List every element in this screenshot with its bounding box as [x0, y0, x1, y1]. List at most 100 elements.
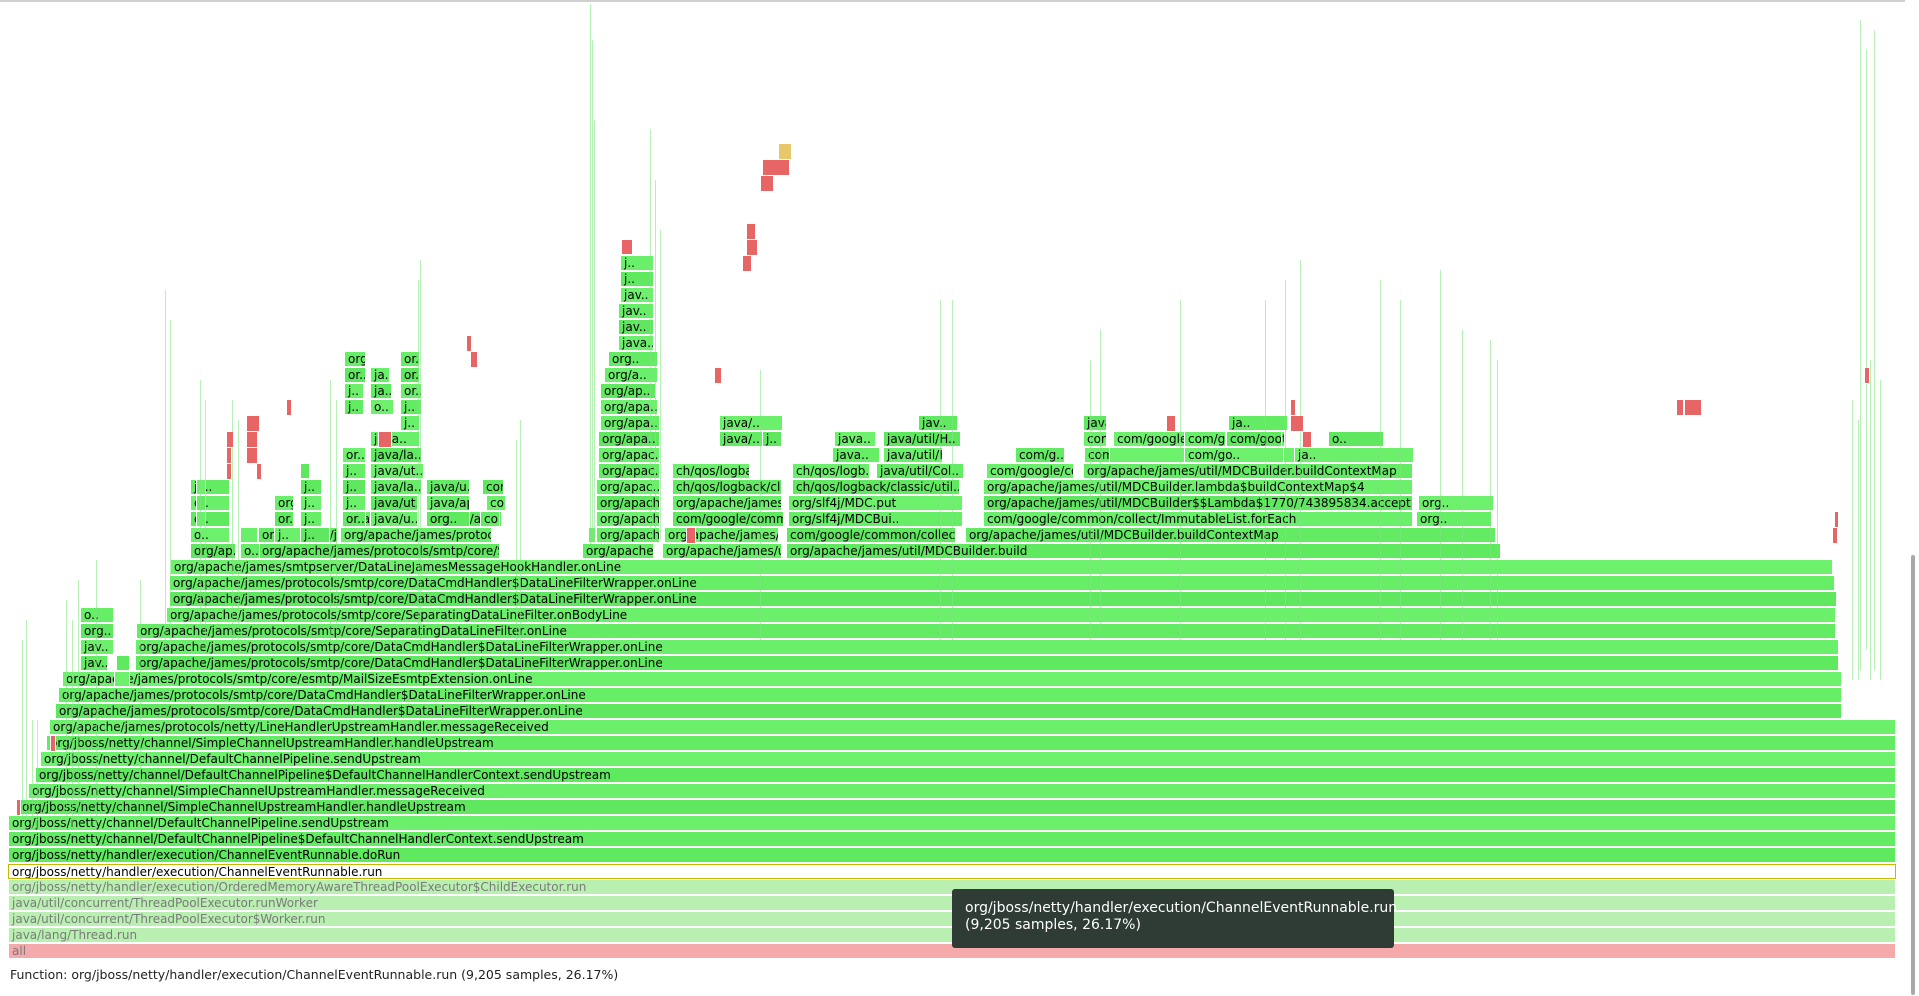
- flame-frame[interactable]: or..: [342, 512, 366, 527]
- flame-frame[interactable]: java..: [618, 336, 654, 351]
- flame-sliver[interactable]: [592, 40, 593, 540]
- flame-sliver[interactable]: [1100, 330, 1101, 630]
- flame-frame[interactable]: org/apache/james/protocols/smtp/core/Dat…: [58, 688, 1842, 703]
- vertical-scrollbar[interactable]: [1905, 0, 1919, 996]
- flame-frame-hot[interactable]: [1864, 368, 1870, 384]
- flame-frame-hot[interactable]: [1302, 432, 1312, 448]
- flame-frame[interactable]: org/apach..: [596, 496, 660, 511]
- flame-sliver[interactable]: [1880, 380, 1881, 680]
- flame-frame[interactable]: or..: [274, 512, 294, 527]
- flame-frame-hot[interactable]: [1832, 528, 1838, 544]
- flame-frame[interactable]: org/slf4j/MDCBui..: [788, 512, 963, 527]
- flame-sliver[interactable]: [1380, 280, 1381, 640]
- flame-frame[interactable]: org/apache/james/protocols/..: [340, 528, 492, 543]
- flame-frame[interactable]: org/apache/james/smtpserver/DataLineJame…: [170, 560, 1833, 575]
- flame-frame[interactable]: org/apach..: [596, 512, 660, 527]
- flame-frame[interactable]: java..: [832, 448, 880, 463]
- flame-sliver[interactable]: [940, 300, 941, 640]
- flame-frame[interactable]: org/apache..: [582, 544, 654, 559]
- flame-sliver[interactable]: [420, 260, 421, 640]
- flame-frame[interactable]: j..: [762, 432, 782, 447]
- flame-frame-hot[interactable]: [378, 432, 392, 448]
- flame-frame[interactable]: org/apache/james/protocols/smtp/core/Dat…: [55, 704, 1842, 719]
- flame-sliver[interactable]: [760, 370, 761, 640]
- flame-sliver[interactable]: [32, 720, 33, 830]
- flame-frame-hot[interactable]: [714, 368, 722, 384]
- flame-frame[interactable]: java/lang..: [1083, 416, 1107, 431]
- flame-frame-hot[interactable]: [256, 464, 262, 480]
- flame-frame[interactable]: org/jboss/netty/channel/DefaultChannelPi…: [8, 832, 1896, 847]
- flame-frame[interactable]: j..: [344, 384, 364, 399]
- flame-frame[interactable]: com/google/common/collect/Imm..: [986, 464, 1074, 479]
- flame-sliver[interactable]: [336, 400, 337, 640]
- flame-sliver[interactable]: [1300, 260, 1301, 640]
- flame-frame-hot[interactable]: [746, 240, 758, 256]
- flame-frame[interactable]: ja..: [370, 368, 390, 383]
- flame-frame[interactable]: org..: [1416, 512, 1492, 527]
- flame-frame[interactable]: org/apache/james/protocols/smtp/core/Dat…: [135, 640, 1839, 655]
- flame-sliver[interactable]: [1874, 30, 1875, 670]
- flame-sliver[interactable]: [418, 280, 419, 630]
- flame-frame[interactable]: com/googl..: [1226, 432, 1282, 447]
- flame-frame[interactable]: java/la..: [370, 448, 422, 463]
- flame-frame-hot[interactable]: [742, 256, 752, 272]
- flame-frame[interactable]: com/google/common..: [672, 512, 784, 527]
- flame-frame[interactable]: org/apache/james/protocols/netty/LineHan…: [49, 720, 1896, 735]
- flame-frame-hot[interactable]: [1676, 400, 1684, 416]
- flame-frame[interactable]: org/jboss/netty/handler/execution/Ordere…: [8, 880, 1896, 895]
- flame-frame-hot[interactable]: [686, 528, 696, 544]
- flame-frame[interactable]: org/jboss/netty/channel/SimpleChannelUps…: [28, 784, 1896, 799]
- flame-frame[interactable]: jav..: [80, 656, 108, 671]
- flame-frame[interactable]: org/apache/james/protocols/smtp/core/Sep…: [136, 624, 1836, 639]
- flame-frame[interactable]: com/g..: [1015, 448, 1065, 463]
- flame-frame[interactable]: org/apache/james/protocols/smtp/core/Dat…: [135, 656, 1839, 671]
- flame-frame[interactable]: com/go..: [482, 480, 504, 495]
- flame-frame[interactable]: org/apache/james/util/MDCBuilder.buildCo…: [965, 528, 1496, 543]
- flame-frame-hot[interactable]: [246, 416, 260, 432]
- flame-sliver[interactable]: [72, 620, 73, 830]
- flame-frame[interactable]: j..: [400, 416, 420, 431]
- flame-frame[interactable]: [116, 656, 130, 671]
- flame-frame[interactable]: java/ut..: [370, 464, 424, 479]
- flame-sliver[interactable]: [78, 580, 79, 820]
- flame-sliver[interactable]: [165, 290, 166, 650]
- flame-sliver[interactable]: [205, 400, 206, 650]
- flame-frame[interactable]: org/apa..: [598, 432, 660, 447]
- flame-frame[interactable]: jav..: [618, 304, 654, 319]
- flame-frame[interactable]: o..: [240, 544, 260, 559]
- flame-frame[interactable]: j..: [344, 400, 364, 415]
- flame-sliver[interactable]: [96, 560, 97, 830]
- flame-frame[interactable]: org/apac..: [598, 464, 660, 479]
- flame-frame[interactable]: o..: [1328, 432, 1384, 447]
- flame-frame-hot[interactable]: [778, 144, 792, 160]
- flame-frame[interactable]: com/google..: [1184, 432, 1226, 447]
- flame-frame[interactable]: j..: [620, 272, 654, 287]
- flame-sliver[interactable]: [1497, 360, 1498, 640]
- flame-sliver[interactable]: [1400, 300, 1401, 640]
- flame-frame-hot[interactable]: [760, 176, 774, 192]
- flame-frame[interactable]: java/ut..: [370, 496, 418, 511]
- flame-sliver[interactable]: [1265, 300, 1266, 640]
- flame-frame[interactable]: all: [8, 944, 1896, 959]
- flame-sliver[interactable]: [1858, 420, 1859, 680]
- flame-sliver[interactable]: [330, 380, 331, 640]
- flame-frame-hot[interactable]: [286, 400, 292, 416]
- flame-frame[interactable]: ch/qos/logback/cl..: [672, 480, 782, 495]
- flame-frame[interactable]: or..: [400, 384, 422, 399]
- flame-frame[interactable]: j..: [300, 480, 322, 495]
- flame-frame[interactable]: com/google/common/collect/ImmutableList.…: [983, 512, 1413, 527]
- flame-frame[interactable]: org..: [344, 352, 366, 367]
- flame-frame[interactable]: org/apache..: [596, 528, 660, 543]
- flame-frame[interactable]: com/google/commo..: [1084, 448, 1110, 463]
- flame-frame[interactable]: java/apa..: [426, 496, 470, 511]
- flame-frame[interactable]: [300, 464, 310, 479]
- flame-frame[interactable]: org/jboss/netty/channel/DefaultChannelPi…: [40, 752, 1896, 767]
- flame-frame[interactable]: org/apac..: [596, 480, 660, 495]
- flame-sliver[interactable]: [140, 580, 141, 820]
- flame-frame[interactable]: org/apache/james/protocols/smtp/core/Dat…: [169, 576, 1835, 591]
- flame-frame[interactable]: or..: [342, 448, 366, 463]
- flame-frame[interactable]: org/ap..: [600, 384, 656, 399]
- flame-sliver[interactable]: [37, 720, 38, 830]
- flame-sliver[interactable]: [232, 400, 233, 640]
- flame-frame[interactable]: [240, 528, 258, 543]
